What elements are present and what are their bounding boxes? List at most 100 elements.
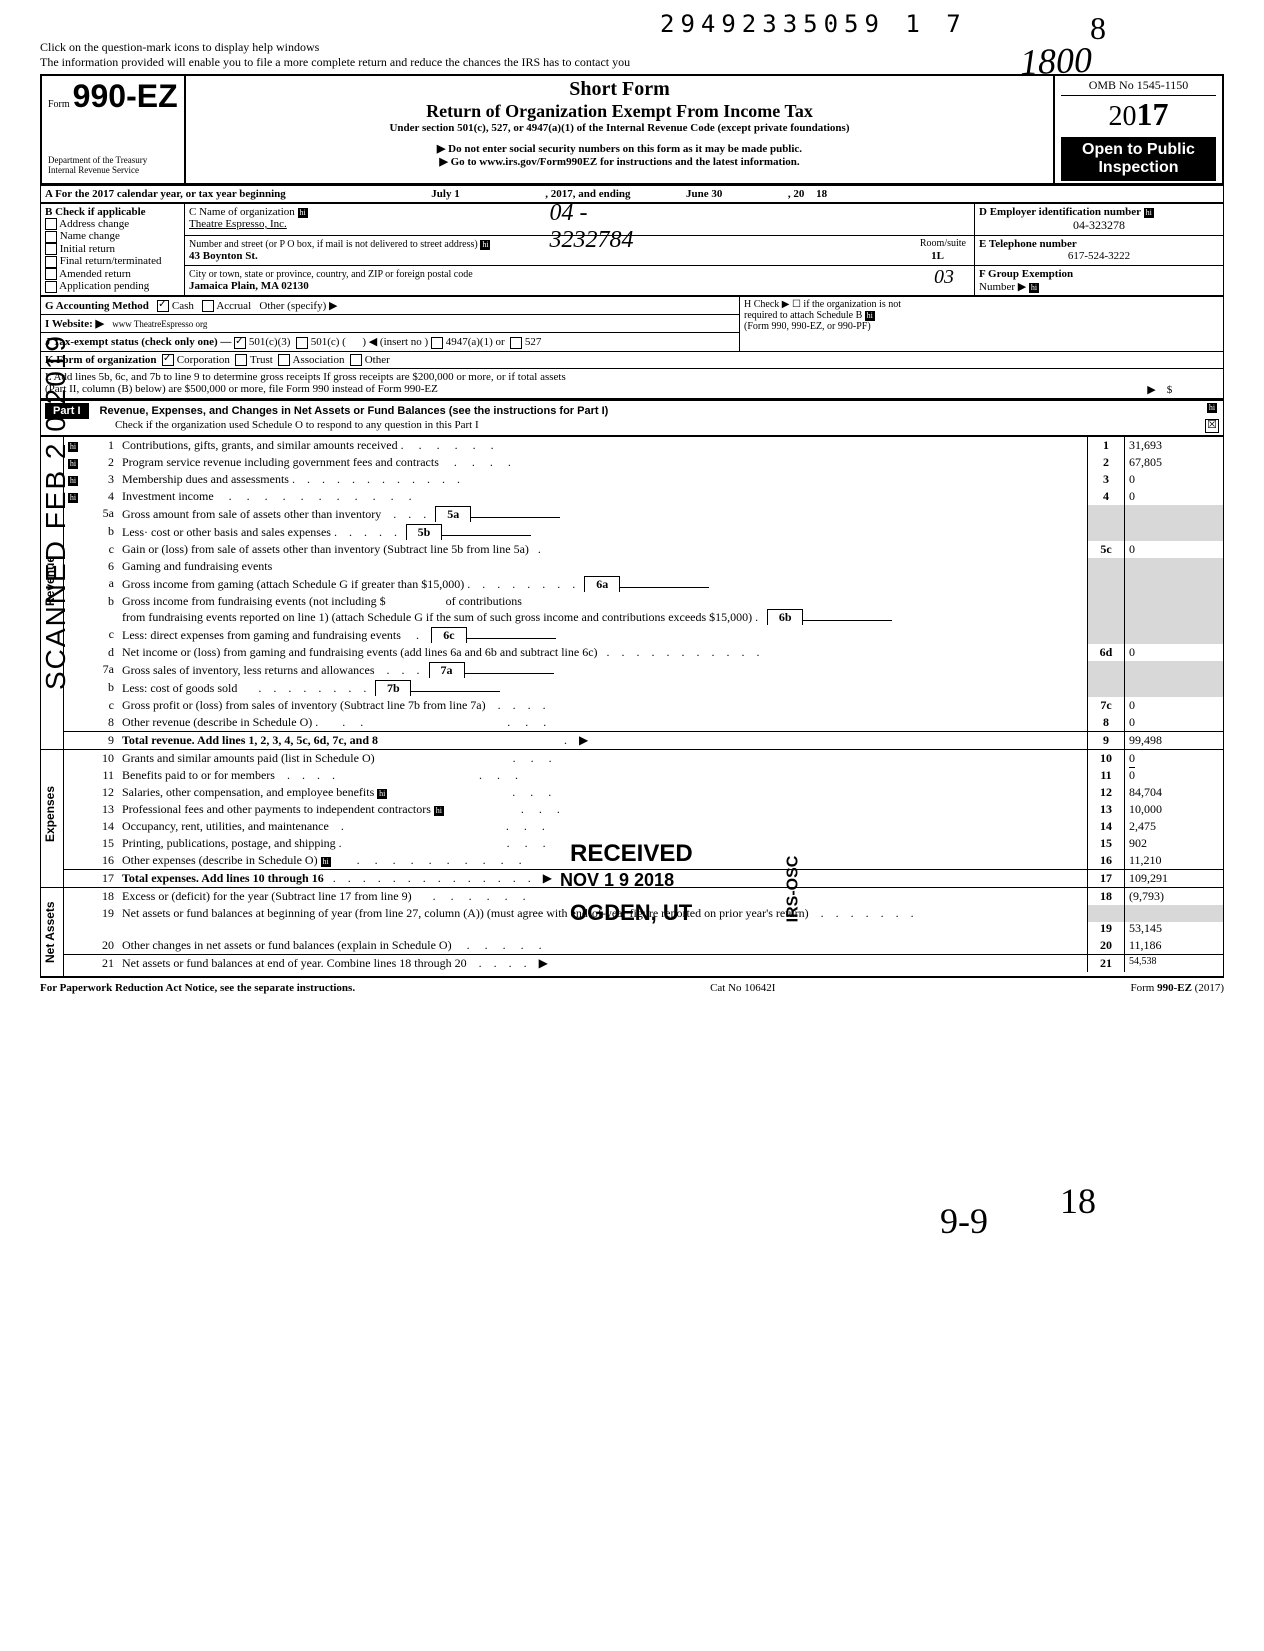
ln-21-text: Net assets or fund balances at end of ye… bbox=[122, 956, 467, 970]
form-number: 990-EZ bbox=[73, 78, 178, 114]
label-final-return: Final return/terminated bbox=[60, 255, 162, 267]
help-icon[interactable]: hi bbox=[321, 857, 331, 867]
ln-20-val: 11,186 bbox=[1124, 937, 1223, 954]
page-footer: For Paperwork Reduction Act Notice, see … bbox=[40, 977, 1224, 998]
calyear-begin: July 1 bbox=[431, 188, 459, 200]
ln-6a-box: 6a bbox=[584, 576, 620, 592]
ln-9-box: 9 bbox=[1087, 732, 1124, 749]
label-501c: 501(c) ( bbox=[311, 336, 346, 348]
ln-18-val: (9,793) bbox=[1124, 888, 1223, 905]
irs-label: Internal Revenue Service bbox=[48, 165, 178, 175]
ln-11-box: 11 bbox=[1087, 767, 1124, 784]
checkbox-initial-return[interactable] bbox=[45, 243, 57, 255]
street-label: Number and street (or P O box, if mail i… bbox=[189, 239, 478, 250]
footer-right-prefix: Form bbox=[1130, 982, 1157, 994]
section-d-label: D Employer identification number bbox=[979, 206, 1141, 218]
room-label: Room/suite bbox=[920, 238, 966, 249]
label-cash: Cash bbox=[172, 300, 194, 312]
label-initial-return: Initial return bbox=[60, 243, 115, 255]
ln-18-num: 18 bbox=[88, 888, 118, 905]
street-value: 43 Boynton St. bbox=[189, 250, 258, 262]
ln-6a-text: Gross income from gaming (attach Schedul… bbox=[122, 577, 464, 591]
section-i-label: I Website: ▶ bbox=[45, 318, 104, 330]
checkbox-4947[interactable] bbox=[431, 337, 443, 349]
ln-19-val: 53,145 bbox=[1124, 920, 1223, 937]
help-icon[interactable]: hi bbox=[434, 806, 444, 816]
room-value: 1L bbox=[931, 250, 944, 262]
ln-9-num: 9 bbox=[88, 732, 118, 749]
checkbox-final-return[interactable] bbox=[45, 256, 57, 268]
ln-16-val: 11,210 bbox=[1124, 852, 1223, 869]
ln-1-num: 1 bbox=[88, 437, 118, 454]
checkbox-accrual[interactable] bbox=[202, 300, 214, 312]
part1-title: Revenue, Expenses, and Changes in Net As… bbox=[100, 405, 609, 417]
ln-2-num: 2 bbox=[88, 454, 118, 471]
help-icon[interactable]: hi bbox=[1207, 403, 1217, 413]
checkbox-address-change[interactable] bbox=[45, 218, 57, 230]
ogden-stamp: OGDEN, UT bbox=[570, 900, 692, 926]
ein-value: 04-323278 bbox=[979, 218, 1219, 233]
stamp-number: 29492335059 1 7 bbox=[660, 10, 967, 38]
checkbox-501c[interactable] bbox=[296, 337, 308, 349]
checkbox-trust[interactable] bbox=[235, 354, 247, 366]
ln-5b-box: 5b bbox=[406, 524, 442, 540]
section-f-label2: Number ▶ bbox=[979, 281, 1026, 293]
ln-4-text: Investment income bbox=[122, 489, 214, 503]
help-icon[interactable]: hi bbox=[1029, 283, 1039, 293]
ln-18-box: 18 bbox=[1087, 888, 1124, 905]
checkbox-assoc[interactable] bbox=[278, 354, 290, 366]
form-header: Form 990-EZ Department of the Treasury I… bbox=[40, 74, 1224, 185]
help-icon[interactable]: hi bbox=[1144, 208, 1154, 218]
ln-4-val: 0 bbox=[1124, 488, 1223, 505]
ln-12-box: 12 bbox=[1087, 784, 1124, 801]
ln-17-text: Total expenses. Add lines 10 through 16 bbox=[122, 871, 324, 885]
ln-1-text: Contributions, gifts, grants, and simila… bbox=[122, 438, 398, 452]
ln-17-num: 17 bbox=[88, 870, 118, 887]
label-other-org: Other bbox=[365, 354, 390, 366]
ln-19-text: Net assets or fund balances at beginning… bbox=[122, 906, 809, 920]
footer-right-bold: 990-EZ bbox=[1157, 982, 1192, 994]
part1-checked[interactable]: ☒ bbox=[1205, 419, 1219, 433]
ln-5c-num: c bbox=[88, 541, 118, 558]
calyear-2017: , 2017, and ending bbox=[545, 188, 630, 200]
checkbox-527[interactable] bbox=[510, 337, 522, 349]
help-icon[interactable]: hi bbox=[480, 240, 490, 250]
help-icon[interactable]: hi bbox=[865, 311, 875, 321]
ln-3-val: 0 bbox=[1124, 471, 1223, 488]
ln-5a-text: Gross amount from sale of assets other t… bbox=[122, 507, 381, 521]
calyear-label: A For the 2017 calendar year, or tax yea… bbox=[45, 188, 286, 200]
ln-12-val: 84,704 bbox=[1124, 784, 1223, 801]
help-icon[interactable]: hi bbox=[377, 789, 387, 799]
ln-8-text: Other revenue (describe in Schedule O) bbox=[122, 715, 312, 729]
checkbox-501c3[interactable] bbox=[234, 337, 246, 349]
footer-left: For Paperwork Reduction Act Notice, see … bbox=[40, 982, 355, 994]
ln-2-box: 2 bbox=[1087, 454, 1124, 471]
ln-6c-box: 6c bbox=[431, 627, 467, 643]
ln-5b-num: b bbox=[88, 523, 118, 541]
checkbox-cash[interactable] bbox=[157, 300, 169, 312]
section-g-label: G Accounting Method bbox=[45, 300, 149, 312]
section-b-title: B Check if applicable bbox=[45, 206, 180, 218]
ln-21-num: 21 bbox=[88, 955, 118, 972]
ln-13-box: 13 bbox=[1087, 801, 1124, 818]
ln-6-num: 6 bbox=[88, 558, 118, 575]
ln-11-val: 0 bbox=[1124, 767, 1223, 784]
label-amended-return: Amended return bbox=[59, 268, 131, 280]
label-app-pending: Application pending bbox=[59, 280, 149, 292]
help-icon[interactable]: hi bbox=[298, 208, 308, 218]
ln-6b-text2: of contributions bbox=[446, 594, 522, 608]
checkbox-other-org[interactable] bbox=[350, 354, 362, 366]
checkbox-name-change[interactable] bbox=[45, 231, 57, 243]
checkbox-app-pending[interactable] bbox=[45, 281, 57, 293]
label-4947: 4947(a)(1) or bbox=[446, 336, 505, 348]
ln-2-val: 67,805 bbox=[1124, 454, 1223, 471]
ln-7c-val: 0 bbox=[1124, 697, 1223, 714]
checkbox-amended-return[interactable] bbox=[45, 268, 57, 280]
checkbox-corp[interactable] bbox=[162, 354, 174, 366]
open-public-1: Open to Public bbox=[1065, 141, 1212, 159]
ln-21-box: 21 bbox=[1087, 955, 1124, 972]
label-527: 527 bbox=[525, 336, 542, 348]
section-l-1: L Add lines 5b, 6c, and 7b to line 9 to … bbox=[45, 371, 1219, 383]
city-value: Jamaica Plain, MA 02130 bbox=[189, 280, 309, 292]
ln-12-num: 12 bbox=[88, 784, 118, 801]
